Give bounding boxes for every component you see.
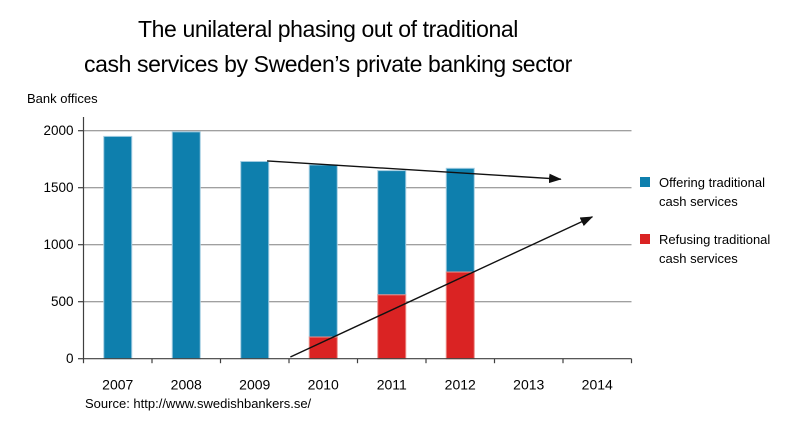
y-tick-label-1500: 1500	[43, 180, 73, 195]
refusing-legend-line2: cash services	[659, 251, 738, 266]
refusing-legend-label: Refusing traditional cash services	[659, 230, 770, 268]
bar-2008-offering	[171, 131, 201, 360]
offering-legend-line1: Offering traditional	[659, 175, 765, 190]
x-tick-label-2014: 2014	[582, 377, 613, 393]
x-tick-label-2010: 2010	[308, 377, 339, 393]
legend-item-offering: Offering traditional cash services	[640, 173, 765, 211]
x-tick-label-2009: 2009	[239, 377, 270, 393]
x-tick-label-2007: 2007	[102, 377, 133, 393]
chart-title-line2: cash services by Sweden’s private bankin…	[84, 51, 572, 77]
y-tick-label-2000: 2000	[43, 123, 73, 138]
source-text: Source: http://www.swedishbankers.se/	[85, 396, 312, 411]
bar-2009-offering	[240, 160, 270, 360]
x-tick-label-2011: 2011	[377, 377, 407, 393]
offering-legend-swatch	[640, 177, 650, 187]
refusing-legend-swatch	[640, 234, 650, 244]
legend-item-refusing: Refusing traditional cash services	[640, 230, 770, 268]
chart-title-line1: The unilateral phasing out of traditiona…	[138, 16, 518, 42]
bar-2010-offering	[308, 164, 338, 338]
offering-legend-line2: cash services	[659, 194, 738, 209]
bar-2010-refusing	[308, 336, 338, 360]
y-tick-label-1000: 1000	[43, 237, 73, 252]
y-tick-label-0: 0	[66, 351, 74, 366]
bar-2007-offering	[103, 135, 133, 360]
y-axis-title: Bank offices	[27, 91, 98, 106]
y-tick-label-500: 500	[51, 294, 74, 309]
bar-2011-refusing	[377, 294, 407, 360]
offering-legend-label: Offering traditional cash services	[659, 173, 765, 211]
x-tick-label-2012: 2012	[445, 377, 476, 393]
x-tick-label-2008: 2008	[171, 377, 202, 393]
bar-2011-offering	[377, 170, 407, 296]
annotation-arrow-1	[267, 160, 562, 184]
x-tick-label-2013: 2013	[513, 377, 544, 393]
annotation-arrow-2	[290, 216, 594, 358]
refusing-legend-line1: Refusing traditional	[659, 232, 771, 247]
chart-title: The unilateral phasing out of traditiona…	[0, 12, 656, 82]
bar-2012-offering	[445, 167, 475, 273]
bar-2012-refusing	[445, 271, 475, 360]
